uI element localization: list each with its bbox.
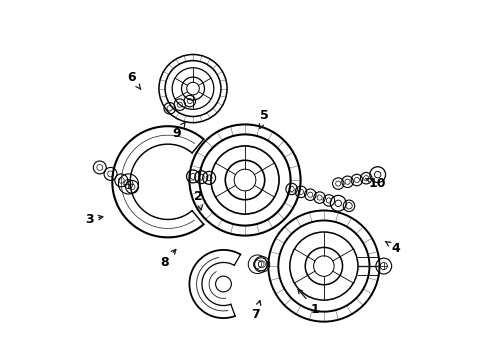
- Text: 9: 9: [172, 122, 186, 140]
- Text: 2: 2: [194, 190, 203, 210]
- Text: 3: 3: [85, 213, 103, 226]
- Text: 1: 1: [298, 289, 319, 316]
- Text: 5: 5: [259, 109, 269, 129]
- Text: 10: 10: [366, 177, 387, 190]
- Text: 6: 6: [128, 71, 141, 89]
- Text: 8: 8: [160, 249, 176, 269]
- Text: 4: 4: [386, 242, 400, 255]
- Text: 7: 7: [251, 301, 261, 321]
